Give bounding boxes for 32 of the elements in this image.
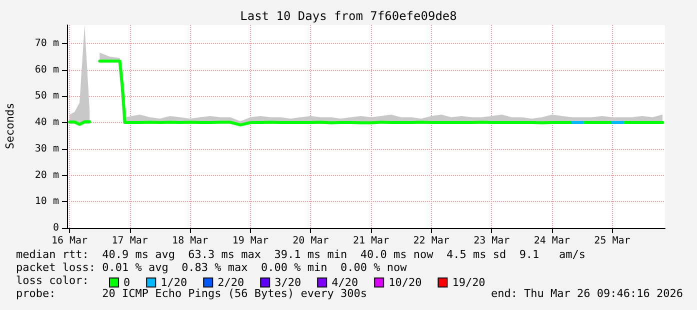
text: probe: 20 ICMP Echo Pings (56 Bytes) every 300s bbox=[16, 287, 367, 300]
chart-title: Last 10 Days from 7f60efe09de8 bbox=[240, 9, 457, 23]
y-tick-label: 70 m bbox=[34, 38, 59, 49]
x-tick-label: 18 Mar bbox=[172, 236, 208, 246]
x-tick-label: 23 Mar bbox=[474, 236, 510, 246]
y-tick-label: 10 m bbox=[34, 196, 59, 208]
text: median rtt: 40.9 ms avg 63.3 ms max 39.1 ms min 40.0 ms now 4.5 ms sd 9.1 am/s bbox=[16, 248, 586, 261]
legend-label: 10/20 bbox=[388, 276, 422, 289]
legend-label: 2/20 bbox=[218, 276, 244, 289]
legend-label: 0 bbox=[124, 276, 130, 289]
x-tick-label: 20 Mar bbox=[292, 236, 329, 246]
legend-label: 1/20 bbox=[160, 276, 188, 289]
x-tick-label: 21 Mar bbox=[352, 236, 390, 246]
x-tick-label: 16 Mar bbox=[51, 236, 88, 246]
x-tick-label: 22 Mar bbox=[413, 236, 450, 246]
y-tick-label: 40 m bbox=[34, 117, 59, 128]
y-tick-label: 0 bbox=[52, 222, 59, 234]
x-tick-label: 24 Mar bbox=[534, 236, 570, 246]
x-tick-label: 25 Mar bbox=[594, 236, 630, 246]
y-axis-title: Seconds bbox=[4, 102, 16, 150]
legend-label: 19/20 bbox=[452, 276, 486, 289]
text: end: Thu Mar 26 09:46:16 2026 bbox=[490, 287, 684, 300]
x-tick-label: 17 Mar bbox=[112, 236, 148, 246]
legend-label: 3/20 bbox=[274, 276, 302, 289]
x-tick-label: 19 Mar bbox=[232, 236, 268, 246]
y-tick-label: 50 m bbox=[34, 90, 59, 102]
y-tick-label: 20 m bbox=[34, 170, 59, 181]
y-tick-label: 60 m bbox=[34, 64, 59, 76]
legend-title: loss color: bbox=[16, 274, 89, 287]
text: packet loss: 0.01 % avg 0.83 % max 0.00 % min 0.00 % now bbox=[16, 261, 408, 274]
legend-label: 4/20 bbox=[332, 276, 358, 289]
y-tick-label: 30 m bbox=[34, 143, 59, 154]
